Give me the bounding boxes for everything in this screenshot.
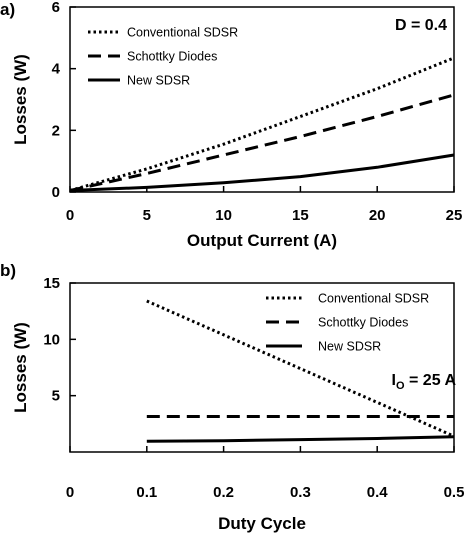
x-tick-label: 0.5 [444, 484, 465, 501]
legend-entry: New SDSR [318, 340, 381, 354]
plot-frame [69, 6, 455, 193]
y-tick-label: 10 [43, 331, 60, 348]
annotation-symbol: I [392, 372, 396, 389]
y-tick-label: 0 [52, 184, 60, 201]
panel-label: a) [0, 0, 15, 19]
x-tick-label: 0.2 [213, 484, 234, 501]
y-tick-label: 15 [43, 275, 60, 292]
legend: Conventional SDSR Schottky Diodes New SDSR [266, 292, 429, 354]
x-tick-label: 0.4 [367, 484, 389, 501]
annotation-subscript: O [396, 380, 405, 392]
legend-entry: Schottky Diodes [318, 316, 408, 330]
x-tick-label: 0 [66, 484, 74, 501]
x-tick-label: 0.1 [136, 484, 157, 501]
series-line-new-sdsr [69, 153, 455, 192]
series-line-conventional-sdsr [69, 56, 455, 192]
legend-entry: New SDSR [127, 74, 190, 88]
series-line-conventional-sdsr [146, 299, 455, 438]
x-axis-label: Output Current (A) [187, 231, 337, 250]
x-tick-label: 10 [215, 207, 232, 224]
x-tick-label: 0 [66, 207, 74, 224]
y-axis-label: Losses (W) [11, 322, 30, 413]
y-tick-label: 5 [52, 388, 60, 405]
annotation: D = 0.4 [395, 17, 447, 34]
x-tick-label: 20 [369, 207, 386, 224]
legend-entry: Conventional SDSR [127, 26, 238, 40]
y-tick-label: 6 [52, 0, 60, 16]
series-line-schottky-diodes [69, 93, 455, 192]
y-tick-label: 2 [52, 122, 60, 139]
x-tick-label: 25 [446, 207, 463, 224]
panel-label: b) [0, 261, 16, 280]
plot-frame [69, 282, 455, 453]
y-axis-label: Losses (W) [11, 54, 30, 145]
x-tick-label: 5 [143, 207, 151, 224]
series-line-new-sdsr [146, 435, 455, 443]
legend-entry: Schottky Diodes [127, 50, 217, 64]
y-tick-label: 4 [52, 61, 61, 78]
x-tick-label: 15 [292, 207, 309, 224]
annotation: IO = 25 A [392, 372, 457, 392]
legend: Conventional SDSR Schottky Diodes New SDSR [88, 26, 238, 88]
chart-panel-a: a) 0 5 10 15 20 25 0 2 4 6 Output Current (A) Losses… [0, 0, 462, 250]
x-axis-label: Duty Cycle [218, 514, 306, 533]
legend-entry: Conventional SDSR [318, 292, 429, 306]
x-tick-label: 0.3 [290, 484, 311, 501]
chart-panel-b: b) 0 0.1 0.2 0.3 0.4 0.5 5 10 15 Duty Cycle Losses … [0, 261, 464, 533]
annotation-value: = 25 A [405, 372, 457, 389]
